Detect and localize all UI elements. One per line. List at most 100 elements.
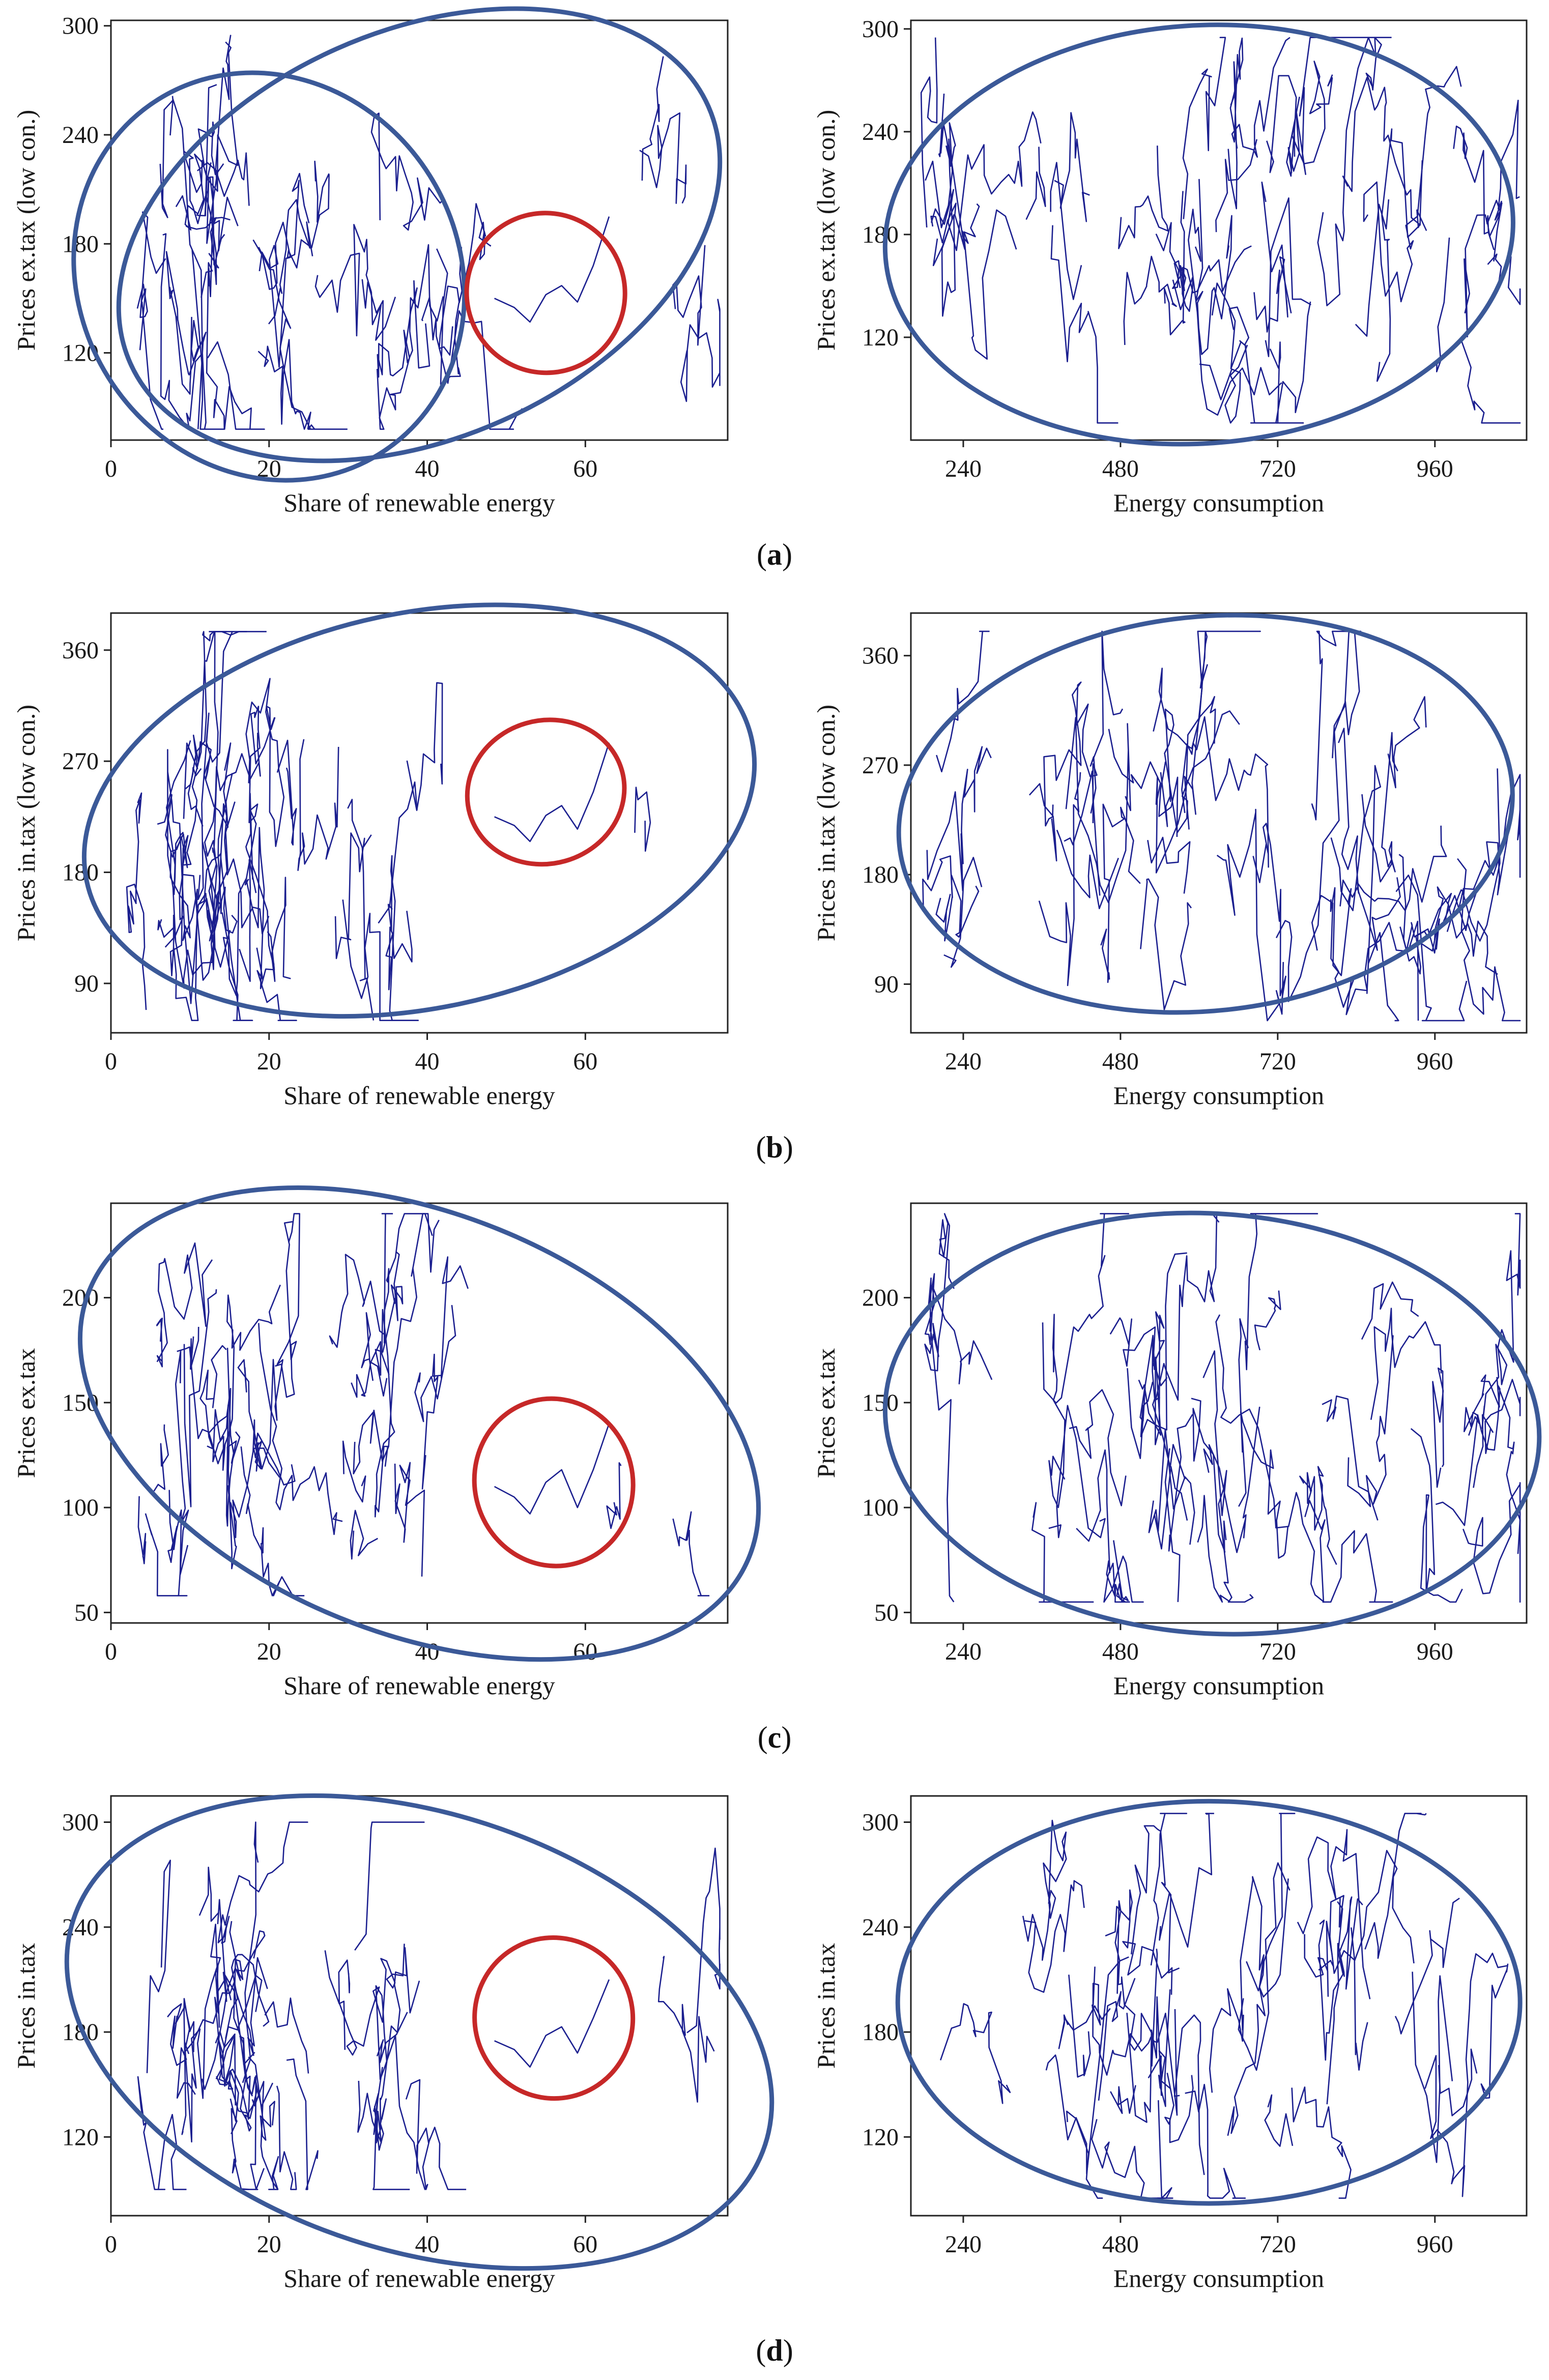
panel-d-consumption-series-line (1148, 1989, 1171, 2107)
panel-c-consumption-series-line (1138, 1252, 1187, 1436)
panel-c-renewable-series-line (153, 1424, 169, 1492)
panel-d-renewable-series-line (167, 1981, 255, 2066)
panel-b-consumption-series-line (1043, 681, 1098, 827)
panel-d-renewable-series-line (338, 1943, 405, 2056)
panel-d-renewable-plot-frame (110, 1795, 729, 2217)
panel-d-renewable-series-line (217, 1821, 308, 1944)
panel-a-renewable-x-tick-label: 60 (573, 455, 597, 482)
panel-c-renewable-series-line (212, 1348, 235, 1527)
panel-d-renewable-series-group (137, 1821, 721, 2190)
panel-d-consumption-series-line (939, 2003, 1011, 2104)
panel-a-consumption-series-line (920, 37, 938, 228)
panel-d-consumption-series-line (1227, 1966, 1266, 2136)
panel-c-consumption-x-tick-label: 960 (1417, 1638, 1453, 1665)
panel-c-consumption-series-line (1048, 1405, 1106, 1539)
panel-a-renewable-series-line (204, 162, 224, 244)
panel-b-renewable-series-line (406, 682, 443, 811)
panel-a-consumption-y-tick-label: 180 (862, 221, 899, 248)
panel-b-renewable-series-line (221, 827, 275, 996)
panel-a-renewable-highlight-ellipse (464, 211, 627, 375)
panel-d-renewable-series-line (242, 1821, 259, 2083)
panel-a-consumption-y-tick-label: 300 (862, 16, 899, 43)
panel-b-consumption-series-line (1275, 630, 1360, 1002)
panel-c-renewable-series-line (175, 1350, 189, 1596)
panel-a-consumption-series-line (1453, 125, 1503, 262)
panel-d-consumption-series-line (1068, 1975, 1091, 2078)
panel-a-consumption-series-line (1215, 139, 1258, 233)
panel-d-consumption-x-tick-label: 480 (1102, 2231, 1139, 2258)
panel-a-consumption-series-line (1229, 37, 1290, 158)
panel-b-renewable-series-line (157, 801, 236, 989)
panel-a-renewable-x-tick-label: 40 (415, 455, 440, 482)
panel-d-consumption-x-axis-label: Energy consumption (1113, 2264, 1324, 2292)
panel-b-renewable-series-line (173, 803, 270, 1021)
panel-a-consumption-series-line (1253, 256, 1292, 333)
panel-b-consumption-series-line (1361, 732, 1398, 883)
panel-c-consumption-x-axis-label: Energy consumption (1113, 1671, 1324, 1700)
panel-b-consumption-cluster-ellipse (896, 613, 1515, 1015)
panel-b-consumption-chart: 240 480 720 960 90 180 270 360 Energy consumptio… (812, 612, 1528, 1110)
panel-c-renewable-series-line (177, 1346, 232, 1472)
panel-a-consumption-series-line (1317, 37, 1382, 306)
panel-d-consumption-series-line (1412, 1971, 1453, 2163)
panel-c-renewable-x-axis-label: Share of renewable energy (283, 1671, 555, 1700)
panel-c-consumption-series-line (1215, 1314, 1325, 1603)
panel-c-consumption-series-line (1304, 1500, 1393, 1603)
panel-c-renewable-series-line (137, 1496, 147, 1564)
panel-a-renewable-highlight-series-line (494, 216, 610, 323)
panel-a-renewable-series-line (361, 279, 431, 378)
panel-b-renewable-series-line (213, 631, 267, 847)
panel-b-consumption-series-line (1064, 770, 1101, 896)
panel-c-renewable-series-line (230, 1419, 296, 1539)
panel-c-consumption-series-line (1238, 1411, 1289, 1559)
panel-c-consumption-series-line (1238, 1213, 1318, 1453)
panel-a-consumption-series-line (1050, 225, 1118, 424)
panel-a-consumption-series-line (1025, 147, 1046, 220)
panel-a-consumption-series-line (1436, 237, 1450, 372)
panel-a-consumption-series-line (1342, 77, 1427, 231)
panel-d-renewable-x-tick-label: 20 (257, 2231, 281, 2258)
panel-c-renewable-x-tick-label: 60 (573, 1638, 597, 1665)
panel-d-consumption-series-line (1126, 1996, 1171, 2123)
panel-c-consumption-series-line (1048, 1314, 1066, 1508)
panel-c-renewable-series-line (237, 1213, 300, 1470)
panel-a-consumption-series-line (1261, 181, 1288, 318)
panel-b-consumption-series-line (1038, 772, 1081, 986)
panel-b-renewable-series-group (126, 631, 651, 1021)
panel-a-consumption-series-line (930, 202, 1017, 360)
panel-a-renewable-series-line (159, 96, 174, 218)
panel-b-consumption-y-tick-label: 270 (862, 752, 899, 779)
panel-a-renewable-series-line (639, 112, 687, 204)
panel-c-consumption-series-line (1031, 1502, 1094, 1603)
panel-b-consumption-y-axis-label: Prices in.tax (low con.) (812, 705, 840, 941)
panel-c-renewable-series-line (361, 1312, 388, 1397)
panel-a-renewable-series-line (314, 224, 396, 341)
panel-b-consumption-series-line (1184, 630, 1261, 830)
panel-b-renewable-series-line (347, 799, 375, 1021)
panel-b-renewable-series-line (276, 739, 297, 846)
panel-d-consumption-series-line (1364, 1813, 1427, 1959)
panel-c-consumption-series-line (1197, 1495, 1254, 1603)
panel-a-consumption-plot-frame (910, 19, 1528, 441)
panel-c-renewable-series-line (240, 1446, 305, 1597)
panel-c-consumption-series-line (1113, 1540, 1130, 1603)
panel-d-consumption-y-tick-label: 180 (862, 2019, 899, 2046)
panel-d-renewable-series-line (686, 1847, 721, 2034)
panel-caption-letter: b (766, 1130, 783, 1164)
panel-b-renewable-cluster-ellipse (81, 602, 757, 1019)
panel-d-renewable-highlight-ellipse (472, 1935, 636, 2101)
panel-d-consumption-y-axis-label: Prices in.tax (812, 1943, 840, 2069)
panel-caption-letter: c (768, 1721, 782, 1754)
panel-c-renewable-y-tick-label: 100 (62, 1494, 99, 1521)
panel-a-consumption-series-line (932, 94, 956, 317)
panel-d-consumption-series-line (1424, 1953, 1508, 2197)
panel-c-renewable-highlight-ellipse (472, 1396, 636, 1569)
panel-c-renewable-y-axis-label: Prices ex.tax (12, 1348, 40, 1478)
panel-d-consumption-series-line (1150, 1813, 1188, 1966)
panel-d-consumption-series-line (1173, 2014, 1205, 2175)
panel-a-renewable-x-tick-label: 0 (105, 455, 117, 482)
panel-a-consumption-series-line (1460, 338, 1521, 424)
panel-b-consumption-y-tick-label: 180 (862, 861, 899, 888)
panel-b-consumption-x-tick-label: 480 (1102, 1048, 1139, 1075)
